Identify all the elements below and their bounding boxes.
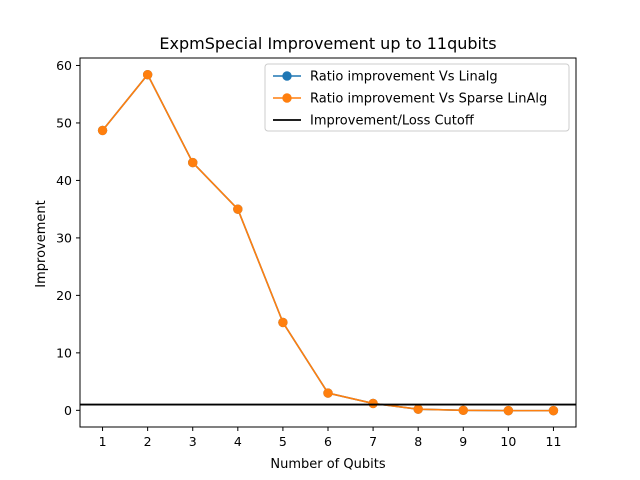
legend-entry-cutoff-label: Improvement/Loss Cutoff bbox=[310, 114, 475, 129]
x-tick-label: 11 bbox=[546, 434, 562, 449]
legend-entry-linalg-label: Ratio improvement Vs Linalg bbox=[310, 70, 498, 85]
x-tick-label: 5 bbox=[279, 434, 287, 449]
chart-title: ExpmSpecial Improvement up to 11qubits bbox=[159, 34, 496, 53]
series-2-point bbox=[368, 398, 378, 409]
plot-area bbox=[80, 69, 576, 416]
series-2-point bbox=[323, 388, 333, 398]
y-tick-label: 60 bbox=[56, 58, 72, 73]
series-2-point bbox=[233, 204, 243, 214]
x-tick-label: 2 bbox=[144, 434, 152, 449]
y-tick-label: 30 bbox=[56, 230, 72, 245]
y-tick-label: 50 bbox=[56, 115, 72, 130]
legend-entry-sparse-linalg-label: Ratio improvement Vs Sparse LinAlg bbox=[310, 92, 547, 107]
x-axis-label: Number of Qubits bbox=[270, 457, 385, 472]
series-2-point bbox=[503, 405, 514, 416]
y-tick-label: 40 bbox=[56, 173, 72, 188]
x-tick-label: 4 bbox=[234, 434, 242, 449]
x-tick-label: 1 bbox=[99, 434, 107, 449]
x-tick-label: 7 bbox=[369, 434, 377, 449]
series-2-point bbox=[97, 125, 108, 136]
y-tick-label: 20 bbox=[56, 288, 72, 303]
axes: 1 2 3 4 5 6 7 8 9 10 11 0 10 20 30 40 50 60 bbox=[56, 57, 577, 449]
series-2-point bbox=[413, 404, 423, 414]
legend-entry-sparse-linalg-marker bbox=[282, 93, 292, 103]
series-2-point bbox=[188, 157, 198, 168]
series-2-point bbox=[548, 405, 559, 416]
x-tick-label: 10 bbox=[500, 434, 516, 449]
series-2-point bbox=[278, 317, 288, 328]
x-tick-label: 3 bbox=[189, 434, 197, 449]
legend: Ratio improvement Vs Linalg Ratio improve… bbox=[264, 63, 570, 132]
series-2-point bbox=[142, 69, 153, 80]
y-tick-label: 0 bbox=[64, 403, 72, 418]
y-axis-label: Improvement bbox=[34, 200, 49, 287]
legend-box bbox=[264, 63, 570, 132]
series-2-point bbox=[458, 405, 468, 416]
x-tick-label: 8 bbox=[414, 434, 422, 449]
y-tick-label: 10 bbox=[56, 345, 72, 360]
x-tick-label: 9 bbox=[459, 434, 467, 449]
x-tick-label: 6 bbox=[324, 434, 332, 449]
legend-entry-linalg-marker bbox=[282, 71, 292, 81]
